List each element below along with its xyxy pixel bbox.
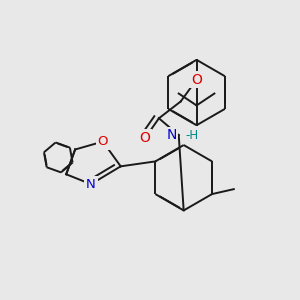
- Text: -H: -H: [186, 129, 199, 142]
- Text: O: O: [98, 135, 108, 148]
- Text: N: N: [167, 128, 177, 142]
- Text: O: O: [191, 73, 202, 87]
- Text: N: N: [86, 178, 96, 191]
- Text: O: O: [140, 131, 151, 145]
